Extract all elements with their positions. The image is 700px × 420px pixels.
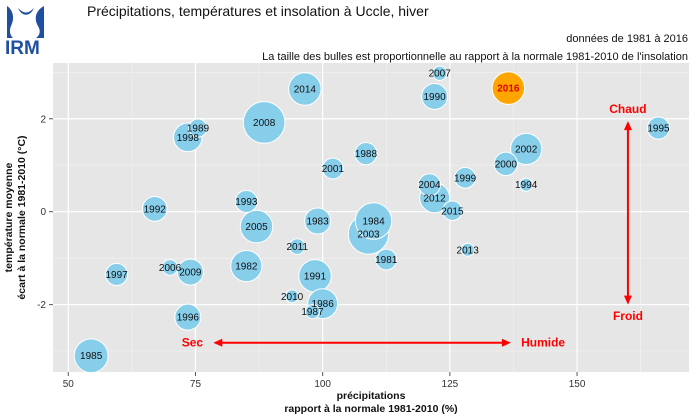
point-label-2005: 2005 <box>245 222 268 233</box>
point-label-1995: 1995 <box>647 124 670 135</box>
warm-label: Chaud <box>609 102 646 116</box>
dry-label: Sec <box>182 336 204 350</box>
point-label-1984: 1984 <box>362 216 385 227</box>
point-label-2009: 2009 <box>179 268 202 279</box>
point-label-1988: 1988 <box>355 149 378 160</box>
arrow-head-down <box>623 295 632 305</box>
bubble-2004 <box>417 173 442 197</box>
y-axis-title: température moyenne <box>3 162 15 272</box>
logo-right-wave <box>35 6 44 38</box>
logo-center-wave <box>18 8 34 15</box>
point-label-1991: 1991 <box>304 271 327 282</box>
bubble-2014 <box>288 72 322 106</box>
bubble-1999 <box>454 166 477 189</box>
point-label-2007: 2007 <box>429 69 452 80</box>
x-axis-subtitle: rapport à la normale 1981-2010 (%) <box>284 403 457 415</box>
y-tick-label: -2 <box>37 300 46 311</box>
point-label-1986: 1986 <box>312 299 335 310</box>
x-tick-label: 150 <box>569 379 586 390</box>
point-label-2001: 2001 <box>322 164 345 175</box>
arrow-head-right <box>501 338 511 347</box>
bubble-2010 <box>285 289 300 304</box>
point-label-1994: 1994 <box>515 180 538 191</box>
y-tick-label: 0 <box>40 207 46 218</box>
logo-left-wave <box>7 6 14 38</box>
point-label-1997: 1997 <box>105 270 128 281</box>
bubble-1984 <box>354 202 393 240</box>
bubble-1990 <box>421 82 449 110</box>
bubble-2006 <box>161 259 179 276</box>
point-label-2014: 2014 <box>294 85 317 96</box>
point-label-2004: 2004 <box>418 180 441 191</box>
point-label-1990: 1990 <box>423 92 446 103</box>
arrow-head-up <box>623 121 632 131</box>
bubble-1989 <box>188 118 208 138</box>
bubble-2007 <box>432 65 448 81</box>
point-label-1985: 1985 <box>80 351 103 362</box>
point-label-1993: 1993 <box>235 197 258 208</box>
x-tick-label: 75 <box>190 379 202 390</box>
point-label-2010: 2010 <box>281 292 304 303</box>
bubble-1997 <box>105 262 129 286</box>
point-label-1981: 1981 <box>375 255 398 266</box>
point-label-2008: 2008 <box>253 118 276 129</box>
bubble-2001 <box>321 157 344 180</box>
point-label-1996: 1996 <box>177 313 200 324</box>
x-tick-label: 50 <box>63 379 75 390</box>
point-label-1998: 1998 <box>177 133 200 144</box>
bubble-1996 <box>174 303 202 331</box>
bubble-1985 <box>73 338 109 374</box>
bubble-1988 <box>354 142 378 166</box>
bubble-1981 <box>375 248 398 271</box>
point-label-2002: 2002 <box>515 144 538 155</box>
bubble-2013 <box>460 242 475 257</box>
y-tick-label: 2 <box>40 114 46 125</box>
x-tick-label: 125 <box>442 379 459 390</box>
logo-text: IRM <box>5 38 40 59</box>
bubble-1982 <box>230 249 263 283</box>
bubble-1993 <box>234 189 258 214</box>
x-axis-title: précipitations <box>337 390 406 402</box>
point-label-1999: 1999 <box>454 173 477 184</box>
bubble-2000 <box>493 151 519 177</box>
bubble-1983 <box>304 207 332 235</box>
point-label-2013: 2013 <box>457 245 480 256</box>
bubble-2011 <box>288 238 306 255</box>
arrow-head-left <box>213 338 223 347</box>
point-label-2006: 2006 <box>159 263 182 274</box>
bubble-2002 <box>510 132 543 166</box>
bubble-1995 <box>646 116 671 140</box>
bubble-2016 <box>491 71 526 105</box>
point-label-1982: 1982 <box>235 262 258 273</box>
bubble-2005 <box>239 209 274 244</box>
bubble-2009 <box>176 258 204 286</box>
bubble-1994 <box>519 177 534 192</box>
point-label-1987: 1987 <box>301 307 324 318</box>
irm-logo <box>7 6 44 38</box>
chart-title: Précipitations, températures et insolati… <box>87 3 429 19</box>
point-label-2016: 2016 <box>497 84 520 95</box>
bubble-2015 <box>442 200 463 222</box>
bubble-1987 <box>304 303 321 320</box>
point-label-2000: 2000 <box>495 159 518 170</box>
cold-label: Froid <box>613 309 643 323</box>
period-note: données de 1981 à 2016 <box>566 33 688 45</box>
x-tick-label: 100 <box>314 379 331 390</box>
bubble-2008 <box>242 101 286 144</box>
point-label-1992: 1992 <box>144 204 167 215</box>
point-label-2015: 2015 <box>441 206 464 217</box>
point-label-2012: 2012 <box>423 193 446 204</box>
point-label-1989: 1989 <box>187 124 210 135</box>
point-label-2011: 2011 <box>286 242 308 253</box>
bubble-1992 <box>141 196 168 222</box>
wet-label: Humide <box>521 336 565 350</box>
bubble-size-note: La taille des bulles est proportionnelle… <box>262 51 688 63</box>
point-label-1983: 1983 <box>306 216 329 227</box>
point-label-2003: 2003 <box>357 229 380 240</box>
y-axis-subtitle: écart à la normale 1981-2010 (°C) <box>16 135 28 299</box>
